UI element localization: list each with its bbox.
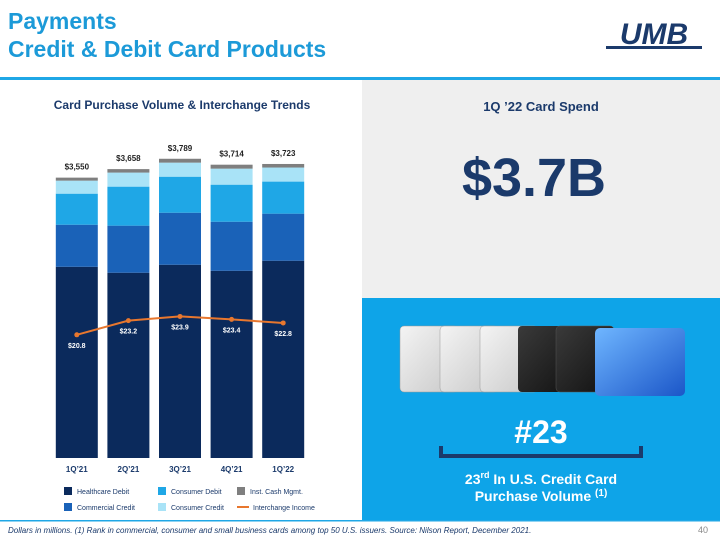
- bar-segment: [262, 260, 305, 458]
- rank-suffix: rd: [481, 470, 490, 480]
- logo: UMB: [620, 18, 688, 51]
- panel-heading: 1Q ’22 Card Spend: [483, 99, 599, 114]
- bar-segment: [159, 264, 201, 458]
- chart: $3,550 1Q’21 $3,658 2Q’21 $3,789 3Q’21 $3,714 4…: [55, 144, 315, 512]
- bar-segment: [107, 272, 150, 458]
- x-tick-label: 4Q’21: [221, 465, 243, 474]
- legend-label: Commercial Credit: [77, 505, 135, 512]
- line-label: $22.8: [274, 331, 292, 338]
- total-label: $3,550: [65, 163, 90, 172]
- line-marker: [280, 320, 286, 326]
- legend-swatch: [158, 487, 166, 495]
- rank-number: 23: [465, 471, 481, 487]
- total-label: $3,723: [271, 149, 296, 158]
- line-marker: [74, 332, 80, 338]
- line-marker: [229, 316, 235, 322]
- slide-subtitle: Credit & Debit Card Products: [8, 36, 326, 62]
- bar-segment: [159, 158, 201, 163]
- slide-title: Payments: [8, 8, 117, 34]
- legend-swatch: [237, 487, 245, 495]
- bar-segment: [55, 224, 98, 267]
- line-label: $23.2: [120, 329, 138, 336]
- bar-segment: [210, 168, 253, 185]
- bar-segment: [159, 212, 201, 265]
- bar-segment: [55, 180, 98, 194]
- bar-segment: [159, 162, 201, 177]
- rank-description: 23rd In U.S. Credit Card: [465, 470, 617, 487]
- legend-swatch: [64, 503, 72, 511]
- legend-swatch: [158, 503, 166, 511]
- header-rule: [0, 77, 720, 80]
- legend-swatch: [64, 487, 72, 495]
- bar-segment: [210, 270, 253, 458]
- rank-text: In U.S. Credit Card: [490, 471, 618, 487]
- bar-segment: [107, 225, 150, 273]
- line-marker: [177, 313, 183, 319]
- legend-label: Healthcare Debit: [77, 489, 129, 496]
- footer-rule: [0, 520, 720, 522]
- total-label: $3,658: [116, 154, 141, 163]
- rank-text-2: Purchase Volume: [475, 488, 595, 504]
- legend-label: Interchange Income: [253, 505, 315, 512]
- bar-segment: [262, 163, 305, 168]
- x-tick-label: 1Q’22: [272, 465, 294, 474]
- bar-segment: [55, 193, 98, 225]
- footnote-ref: (1): [595, 488, 607, 499]
- rank-description-2: Purchase Volume (1): [475, 488, 608, 504]
- bar-segment: [159, 176, 201, 213]
- x-tick-label: 2Q’21: [118, 465, 140, 474]
- line-label: $23.4: [223, 327, 241, 334]
- bar-segment: [210, 184, 253, 222]
- line-label: $20.8: [68, 343, 86, 350]
- page-number: 40: [698, 525, 708, 535]
- legend-label: Consumer Credit: [171, 505, 224, 512]
- bar-segment: [107, 169, 150, 173]
- legend-label: Inst. Cash Mgmt.: [250, 489, 303, 496]
- bar-segment: [107, 172, 150, 187]
- total-label: $3,714: [219, 150, 244, 159]
- bar-segment: [210, 221, 253, 271]
- legend-label: Consumer Debit: [171, 489, 222, 496]
- line-label: $23.9: [171, 324, 189, 331]
- total-label: $3,789: [168, 144, 193, 153]
- card-images: [399, 325, 685, 396]
- bracket: [439, 446, 643, 458]
- footnote: Dollars in millions. (1) Rank in commerc…: [8, 526, 531, 535]
- bar-segment: [262, 167, 305, 182]
- bar-segment: [55, 177, 98, 181]
- bar-segment: [55, 266, 98, 458]
- logo-bar: [606, 46, 702, 49]
- rank: #23: [514, 414, 567, 450]
- bar-segment: [262, 213, 305, 261]
- line-marker: [125, 318, 131, 324]
- bar-segment: [210, 164, 253, 169]
- bar-segment: [262, 181, 305, 214]
- bar-segment: [107, 186, 150, 226]
- x-tick-label: 3Q’21: [169, 465, 191, 474]
- x-tick-label: 1Q’21: [66, 465, 88, 474]
- headline: $3.7B: [462, 148, 606, 208]
- chart-title: Card Purchase Volume & Interchange Trend…: [54, 98, 311, 112]
- card: [595, 328, 685, 396]
- spend-panel: [362, 80, 720, 298]
